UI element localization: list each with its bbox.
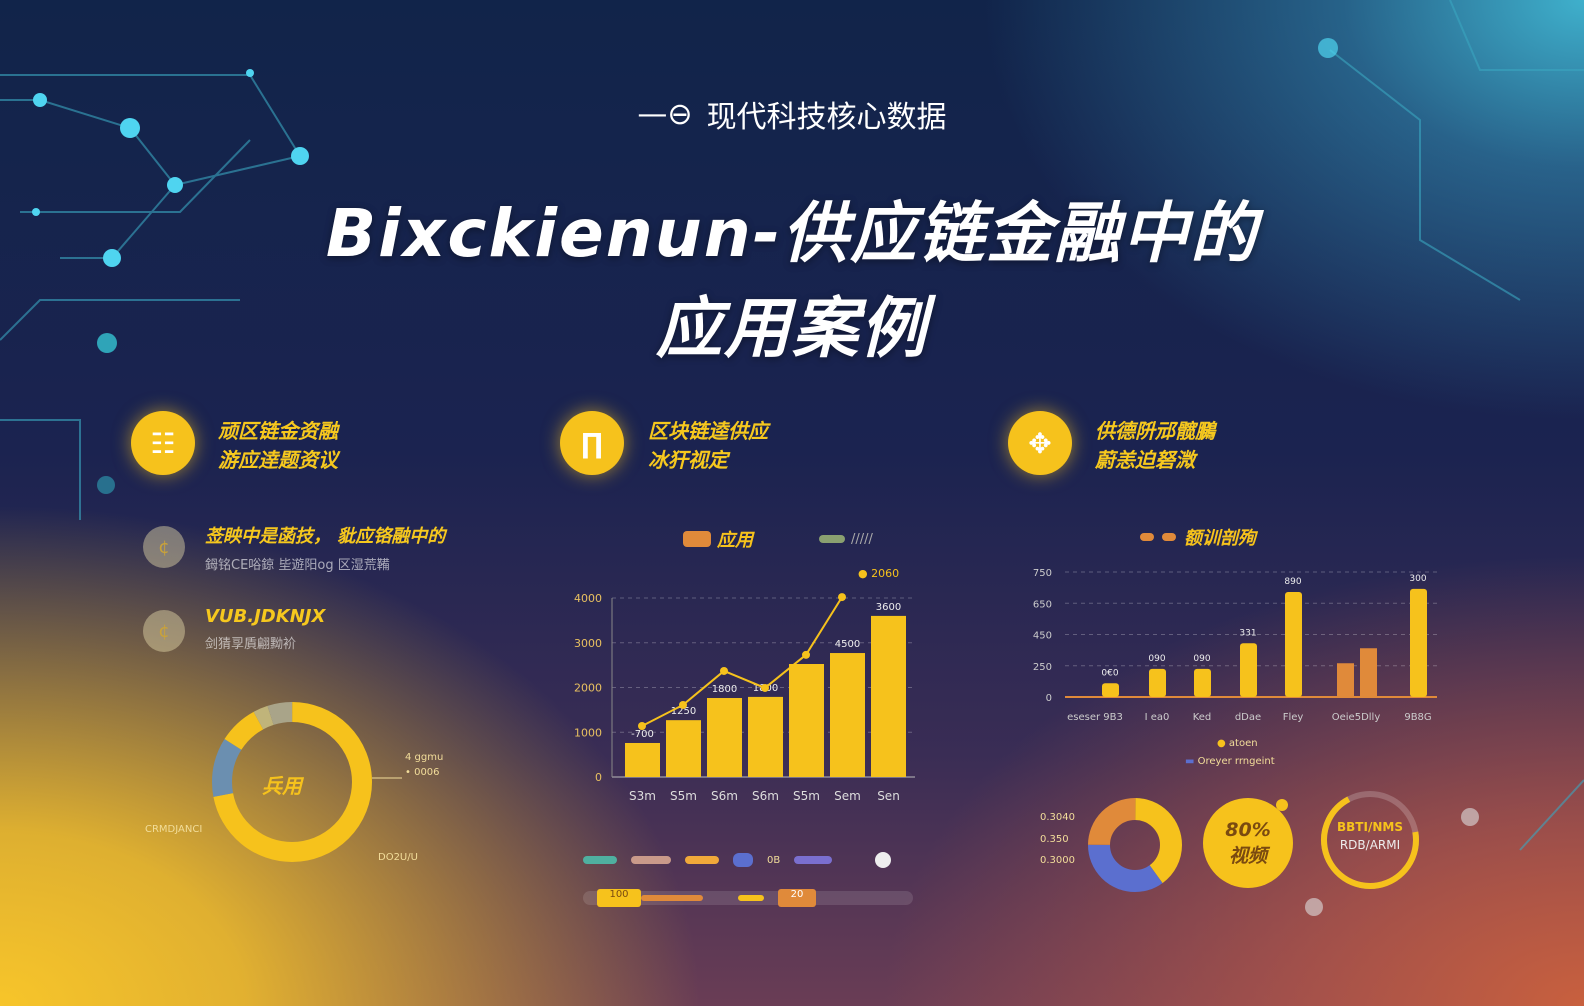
bar xyxy=(1337,663,1354,697)
y-tick-label: 450 xyxy=(1033,631,1052,642)
bar-label: 331 xyxy=(1239,628,1256,638)
bar xyxy=(1240,643,1257,697)
left-item-1: 莶眏中是菡技， 豼应铬融中的 鉧铭CE唂鍄 坒遊阳og 区湿荒鞴 xyxy=(205,526,446,573)
bar xyxy=(830,653,865,777)
y-tick-label: 0 xyxy=(1046,693,1052,704)
feature-3: 供德阩邧髋鵩 蔚恙迫砮溦 xyxy=(1095,419,1215,472)
line-point xyxy=(638,721,646,730)
pie-slice xyxy=(1088,798,1182,892)
subtitle: —⊖ 现代科技核心数据 xyxy=(637,96,947,136)
chart3-legend-2: ▬ Oreyer rrngeint xyxy=(1185,756,1275,767)
chart2-legend: ● 2060 xyxy=(858,567,900,580)
ring-progress xyxy=(1321,791,1419,889)
x-tick-label: S6m xyxy=(711,789,738,803)
bar xyxy=(1410,588,1427,697)
line-point xyxy=(838,593,846,602)
pie-slice xyxy=(1088,798,1182,892)
line-point xyxy=(761,683,769,692)
bar-label: 300 xyxy=(1409,574,1426,584)
x-tick-label: dDae xyxy=(1235,712,1261,723)
x-tick-label: S3m xyxy=(629,789,656,803)
bar-label: 090 xyxy=(1148,654,1165,664)
donut-label: • 0006 xyxy=(405,767,440,778)
chart2-title: 应用 ///// xyxy=(683,526,873,552)
donut-label: DO2U/U xyxy=(378,852,418,863)
bar-label: 0€0 xyxy=(1101,668,1118,678)
feature-2: 区块链逵供应 冰犴视定 xyxy=(648,419,768,472)
bar xyxy=(666,720,701,777)
bottom-legend: 0B xyxy=(583,853,833,867)
bar-label: -700 xyxy=(631,729,654,740)
pie-label: 0.3000 xyxy=(1040,855,1075,866)
bar-label: 1250 xyxy=(671,706,696,717)
bar xyxy=(1285,592,1302,697)
bar-label: 890 xyxy=(1284,577,1301,587)
legend-swatch xyxy=(683,531,711,547)
badge-dot xyxy=(1276,799,1288,811)
ring-text: BBTI/NMS RDB/ARMI xyxy=(1337,820,1403,852)
x-tick-label: S6m xyxy=(752,789,779,803)
x-tick-label: S5m xyxy=(670,789,697,803)
donut-label: 4 ggmu xyxy=(405,752,444,763)
y-tick-label: 650 xyxy=(1033,599,1052,610)
x-tick-label: I ea0 xyxy=(1145,712,1170,723)
bar xyxy=(789,664,824,777)
donut-slice xyxy=(212,702,372,862)
bar xyxy=(1102,683,1119,697)
donut-label: CRMDJANCI xyxy=(145,824,203,835)
bar xyxy=(707,698,742,777)
bar xyxy=(625,742,660,777)
bar xyxy=(748,696,783,777)
chart3-legend-1: ● atoen xyxy=(1217,738,1258,749)
bar-label: 4500 xyxy=(835,639,860,650)
y-tick-label: 0 xyxy=(595,771,602,784)
y-tick-label: 250 xyxy=(1033,662,1052,673)
bar xyxy=(1360,648,1377,697)
bar-label: 090 xyxy=(1193,654,1210,664)
bar xyxy=(1149,668,1166,697)
coin-icon: ¢ xyxy=(143,610,185,652)
donut-slice xyxy=(212,702,372,862)
bar-label: 1800 xyxy=(712,684,737,695)
page-title-line1: Bixckienun-供应链金融中的 xyxy=(325,195,1259,272)
chart-frame-icon: ∏ xyxy=(560,411,624,475)
stat-circle: 80% 视频 xyxy=(1203,798,1293,888)
pie-label: 0.350 xyxy=(1040,834,1069,845)
coin-icon: ¢ xyxy=(143,526,185,568)
plug-icon: —⊖ xyxy=(637,96,693,132)
x-tick-label: Sen xyxy=(877,789,900,803)
x-tick-label: Ked xyxy=(1193,712,1212,723)
chart3-title: 额训剖殉 xyxy=(1140,524,1256,550)
y-tick-label: 3000 xyxy=(574,637,602,650)
page-title-line2: 应用案例 xyxy=(656,290,928,367)
x-tick-label: Sem xyxy=(834,789,861,803)
x-tick-label: Fley xyxy=(1283,712,1304,723)
x-tick-label: eseser 9B3 xyxy=(1067,712,1123,723)
progress-bar: 100 20 xyxy=(583,889,913,907)
donut-center-label: 兵用 xyxy=(262,774,302,798)
x-tick-label: Oeie5Dlly xyxy=(1332,712,1381,723)
handshake-icon: ✥ xyxy=(1008,411,1072,475)
pie-label: 0.3040 xyxy=(1040,812,1075,823)
left-item-2: VUB.JDKNJX 剑猜孠貭翩黝衸 xyxy=(205,606,326,652)
line-point xyxy=(679,700,687,709)
line-point xyxy=(802,650,810,659)
line-point xyxy=(720,666,728,675)
bar xyxy=(871,615,906,777)
bar-label: 3600 xyxy=(876,602,901,613)
y-tick-label: 2000 xyxy=(574,682,602,695)
x-tick-label: 9B8G xyxy=(1404,712,1431,723)
x-tick-label: S5m xyxy=(793,789,820,803)
y-tick-label: 750 xyxy=(1033,568,1052,579)
feature-1: 顽区链金资融 游应逹题资议 xyxy=(218,419,338,472)
grid-icon: ☷ xyxy=(131,411,195,475)
donut-slice xyxy=(212,702,372,862)
y-tick-label: 4000 xyxy=(574,592,602,605)
line-series xyxy=(641,596,843,727)
bar xyxy=(1194,668,1211,697)
pie-slice xyxy=(1088,798,1182,892)
y-tick-label: 1000 xyxy=(574,726,602,739)
